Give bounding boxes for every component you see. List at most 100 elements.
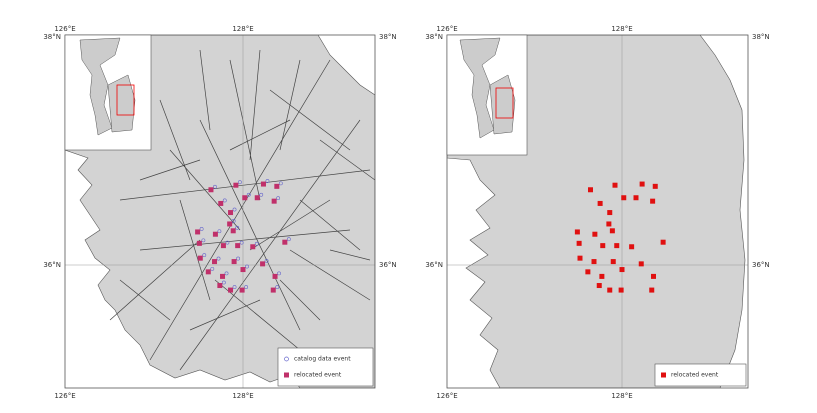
event [272, 273, 278, 279]
event [614, 243, 620, 249]
event [619, 267, 625, 273]
lon-label: 128°E [232, 392, 253, 400]
event [220, 243, 226, 249]
event [600, 243, 606, 249]
event [282, 239, 288, 245]
event [228, 210, 234, 216]
catalog-event [237, 180, 242, 185]
event [239, 287, 245, 293]
catalog-event [202, 253, 207, 258]
event [599, 273, 605, 279]
catalog-event [275, 285, 280, 289]
event [197, 255, 203, 261]
event [607, 210, 613, 216]
lon-label: 126°E [436, 25, 457, 33]
catalog-event [213, 184, 217, 189]
event [629, 244, 635, 250]
event [217, 283, 223, 289]
catalog-event [276, 196, 281, 201]
catalog-event [265, 179, 270, 183]
event [633, 195, 639, 201]
event [652, 183, 658, 189]
event [574, 229, 580, 235]
catalog-event [216, 256, 221, 261]
event [254, 195, 260, 201]
lon-label: 126°E [436, 392, 457, 400]
event [212, 231, 218, 237]
lat-label: 38°N [425, 33, 443, 41]
lon-label: 126°E [54, 392, 75, 400]
event [230, 228, 236, 234]
event [597, 200, 603, 206]
faults [109, 49, 375, 371]
frame [446, 34, 749, 389]
legend-symbol [284, 356, 289, 362]
event [270, 287, 276, 293]
catalog-event [201, 238, 206, 243]
event [606, 221, 612, 227]
event [585, 269, 591, 275]
event [588, 187, 593, 193]
event [250, 244, 256, 250]
event [650, 198, 656, 204]
lat-label: 36°N [379, 261, 397, 269]
event [607, 287, 613, 293]
lat-label: 38°N [752, 33, 770, 41]
event [618, 287, 624, 293]
event [260, 181, 266, 187]
catalog-event [199, 227, 204, 231]
catalog-event [224, 271, 229, 276]
legend-box [277, 347, 374, 387]
event [651, 273, 656, 279]
legend-symbol [284, 372, 289, 378]
catalog-event [232, 207, 237, 212]
catalog-event [244, 285, 249, 289]
event [196, 240, 202, 246]
event [591, 259, 597, 265]
event [577, 255, 583, 261]
lon-label: 128°E [611, 392, 632, 400]
event [609, 228, 615, 234]
event [639, 181, 645, 187]
catalog-event [221, 280, 226, 285]
lon-label: 128°E [611, 25, 632, 33]
event [576, 240, 582, 246]
event [212, 259, 218, 265]
lon-label: 128°E [232, 25, 253, 33]
catalog-event [232, 285, 237, 289]
legend-label: catalog data event [294, 356, 351, 363]
catalog-event [225, 240, 230, 245]
event [271, 198, 277, 204]
catalog-event [278, 181, 283, 186]
event [208, 187, 214, 193]
catalog-event [264, 258, 269, 263]
event [240, 267, 246, 273]
event [596, 283, 602, 289]
event [195, 229, 201, 235]
inset [64, 34, 152, 151]
event [233, 182, 239, 188]
catalog-event [246, 192, 251, 197]
event [220, 273, 226, 279]
catalog-event [277, 271, 281, 276]
event [205, 269, 211, 275]
legend-label: relocated event [671, 372, 719, 379]
lat-label: 38°N [43, 33, 61, 41]
lat-label: 36°N [425, 261, 443, 269]
inset [446, 34, 528, 156]
event [227, 221, 233, 227]
event [242, 195, 248, 201]
event [612, 182, 618, 188]
event [649, 287, 655, 293]
event [638, 261, 644, 267]
event [274, 183, 280, 189]
event [235, 243, 241, 249]
event [660, 239, 666, 245]
event [218, 200, 224, 206]
catalog-event [239, 240, 244, 245]
event [260, 261, 266, 267]
catalog-event [245, 264, 249, 269]
legend-symbol [661, 372, 666, 378]
